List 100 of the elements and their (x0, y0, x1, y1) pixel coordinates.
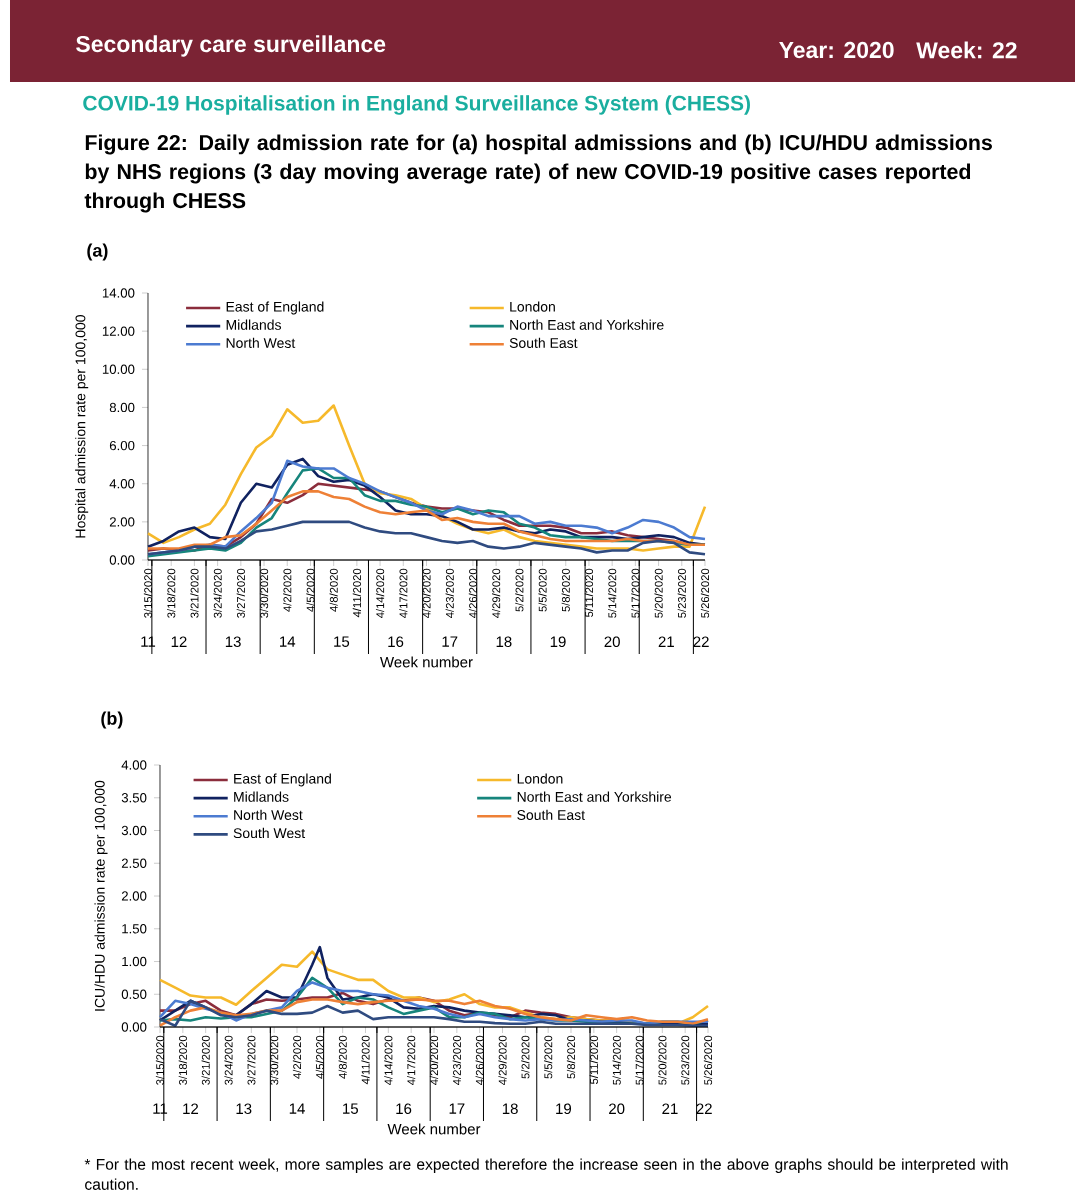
y-tick-label: 3.00 (121, 825, 147, 836)
x-tick-label: 3/24/2020 (224, 1035, 233, 1085)
legend-label: London (517, 773, 563, 784)
x-axis-title: Week number (380, 656, 473, 668)
x-tick-label: 5/11/2020 (584, 568, 594, 617)
x2-tick-label: 18 (502, 1103, 518, 1115)
legend-label: South West (233, 827, 306, 839)
x-tick-label: 4/26/2020 (475, 1035, 484, 1085)
text: Week: 22 (916, 41, 1017, 59)
x2-tick-label: 13 (236, 1103, 252, 1115)
x2-tick-label: 18 (496, 636, 512, 648)
x-tick-label: 5/14/2020 (612, 1035, 621, 1085)
x-tick-label: 3/24/2020 (213, 568, 222, 618)
x-tick-label: 4/29/2020 (492, 568, 501, 618)
text: Year: 2020 (779, 41, 894, 59)
x-tick-label: 3/15/2020 (155, 1035, 165, 1085)
x-tick-label: 4/8/2020 (329, 568, 338, 612)
text: (a) (87, 243, 108, 261)
x-tick-label: 4/17/2020 (407, 1035, 416, 1085)
legend-label: East of England (226, 301, 324, 315)
x-tick-label: 4/5/2020 (306, 568, 315, 612)
x-tick-label: 5/5/2020 (544, 1035, 553, 1079)
x-tick-label: 4/2/2020 (292, 1035, 302, 1079)
legend-label: South East (509, 337, 578, 348)
x-tick-label: 5/23/2020 (681, 1035, 690, 1085)
x-tick-label: 5/20/2020 (654, 568, 663, 618)
x2-tick-label: 12 (183, 1103, 199, 1114)
y-tick-label: 2.50 (121, 858, 147, 868)
x-tick-label: 3/18/2020 (167, 568, 176, 618)
legend-label: North West (226, 337, 296, 348)
y-tick-label: 0.00 (121, 1022, 147, 1032)
y-tick-label: 10.00 (102, 364, 135, 374)
y-tick-label: 14.00 (102, 288, 135, 298)
x-tick-label: 5/2/2020 (521, 1035, 530, 1079)
x2-tick-label: 21 (662, 1103, 678, 1114)
x2-tick-label: 16 (388, 636, 404, 648)
x2-tick-label: 16 (396, 1103, 412, 1115)
x-tick-label: 4/17/2020 (399, 568, 408, 618)
x-tick-label: 5/2/2020 (515, 568, 524, 612)
x-tick-label: 5/5/2020 (538, 568, 547, 612)
y-tick-label: 0.00 (109, 555, 135, 565)
x-tick-label: 4/26/2020 (468, 568, 478, 618)
x-tick-label: 5/23/2020 (677, 568, 686, 618)
x-tick-label: 4/11/2020 (352, 568, 361, 618)
x-tick-label: 3/27/2020 (247, 1035, 256, 1085)
x-tick-label: 4/20/2020 (429, 1035, 439, 1085)
legend-label: Midlands (234, 791, 289, 802)
x2-tick-label: 14 (289, 1103, 305, 1114)
chart-title: Figure 22: Daily admission rate for (a) hospital admissions and (b) ICU/HDU admissions by NHS regions (3 day moving average rate) of new COVID-19 positive cases reported through CHESS (84, 134, 992, 213)
x2-tick-label: 15 (334, 636, 350, 647)
x-tick-label: 4/2/2020 (283, 568, 292, 612)
x-tick-label: 5/26/2020 (700, 568, 710, 618)
y-tick-label: 8.00 (109, 402, 135, 413)
chart-subtitle: COVID-19 Hospitalisation in England Surveillance System (CHESS) (83, 95, 750, 115)
x-tick-label: 3/30/2020 (259, 568, 269, 618)
text: * For the most recent week, more samples are expected therefore the increase seen in the above graphs should be interpreted with caution. (84, 1158, 1008, 1190)
x-tick-label: 3/21/2020 (201, 1035, 210, 1085)
x-tick-label: 5/11/2020 (589, 1035, 598, 1084)
x-tick-label: 4/14/2020 (375, 568, 385, 618)
x-tick-label: 3/30/2020 (270, 1035, 279, 1085)
y-tick-label: 4.00 (121, 760, 147, 770)
legend-label: London (510, 301, 555, 312)
x2-tick-label: 12 (171, 636, 187, 647)
y-tick-label: 1.00 (122, 956, 147, 967)
text: (b) (101, 711, 123, 729)
y-axis-title: Hospital admission rate per 100,000 (75, 315, 89, 538)
x-tick-label: 3/15/2020 (143, 568, 153, 618)
x-tick-label: 5/8/2020 (566, 1035, 576, 1079)
x2-tick-label: 13 (225, 636, 241, 648)
y-tick-label: 12.00 (102, 326, 135, 336)
x-tick-label: 5/20/2020 (658, 1035, 667, 1085)
x-tick-label: 5/17/2020 (631, 568, 640, 618)
y-axis-title: ICU/HDU admission rate per 100,000 (94, 780, 108, 1011)
x-tick-label: 5/26/2020 (703, 1035, 713, 1085)
x-tick-label: 4/5/2020 (315, 1035, 324, 1079)
legend-label: Midlands (226, 319, 282, 330)
x-tick-label: 3/27/2020 (236, 568, 245, 618)
x-tick-label: 4/23/2020 (452, 1035, 461, 1085)
x-tick-label: 4/11/2020 (361, 1035, 370, 1085)
y-tick-label: 4.00 (109, 479, 135, 489)
x-tick-label: 5/8/2020 (561, 568, 570, 612)
x-tick-label: 3/18/2020 (178, 1035, 187, 1085)
y-tick-label: 0.50 (121, 989, 147, 999)
x2-tick-label: 20 (609, 1103, 625, 1115)
y-tick-label: 2.00 (121, 891, 147, 901)
x2-tick-label: 17 (449, 1103, 465, 1114)
legend-label: East of England (234, 773, 331, 787)
x2-tick-label: 15 (343, 1103, 358, 1114)
legend-label: North East and Yorkshire (510, 319, 664, 330)
y-tick-label: 2.00 (109, 517, 135, 527)
x2-tick-label: 19 (550, 636, 566, 648)
y-tick-label: 1.50 (122, 924, 147, 934)
x2-tick-label: 20 (604, 636, 620, 648)
text: Secondary care surveillance (76, 35, 386, 57)
x-tick-label: 4/14/2020 (384, 1035, 393, 1085)
x-tick-label: 4/29/2020 (498, 1035, 507, 1085)
x-tick-label: 4/20/2020 (422, 568, 431, 618)
x2-tick-label: 17 (442, 636, 458, 647)
x-tick-label: 5/14/2020 (608, 568, 617, 618)
legend-label: North East and Yorkshire (517, 791, 672, 802)
